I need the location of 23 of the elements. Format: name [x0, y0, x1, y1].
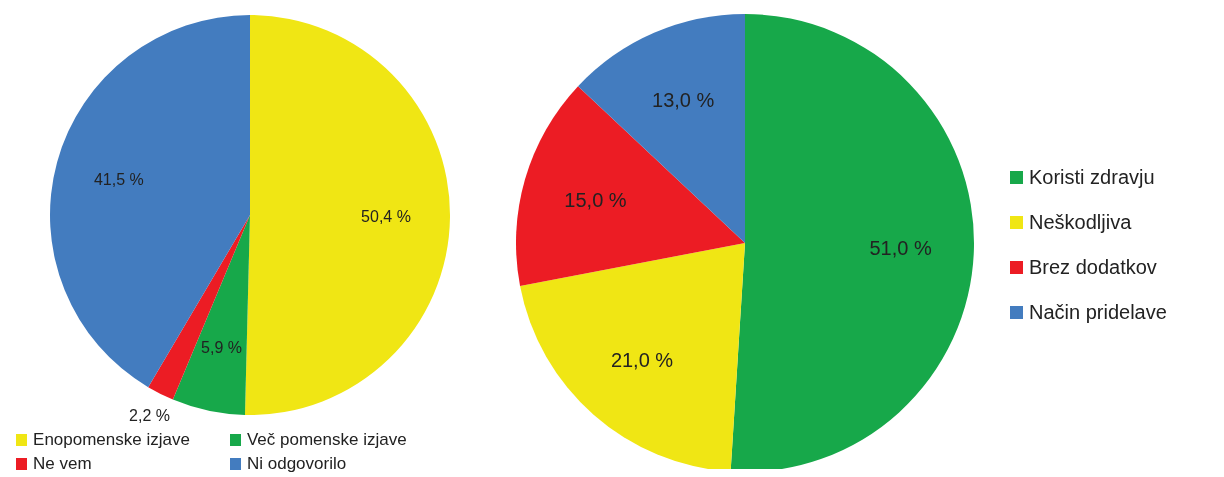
legend-label: Brez dodatkov: [1029, 256, 1157, 279]
pie-slice: [50, 15, 250, 388]
data-label: 21,0 %: [610, 348, 674, 371]
data-label: 13,0 %: [652, 89, 715, 112]
data-label: 50,4 %: [361, 208, 411, 226]
pie-slice: [730, 14, 974, 469]
legend-label: Enopomenske izjave: [33, 430, 190, 450]
data-label: 15,0 %: [564, 188, 627, 211]
legend-label: Ni odgovorilo: [246, 454, 347, 474]
legend-label: Ne vem: [33, 454, 92, 474]
legend-label: Več pomenske izjave: [246, 430, 407, 450]
legend-label: Neškodljiva: [1029, 211, 1132, 234]
pie-slice: [244, 15, 450, 415]
data-label: 41,5 %: [93, 170, 144, 188]
legend-label: Način pridelave: [1029, 301, 1167, 324]
pie-slice: [172, 215, 250, 415]
pie-slice: [520, 243, 745, 469]
data-label: 51,0 %: [869, 236, 932, 259]
legend-label: Koristi zdravju: [1029, 166, 1155, 189]
pie-slice: [516, 86, 745, 286]
data-label: 5,9 %: [201, 339, 243, 357]
data-label: 2,2 %: [129, 406, 171, 424]
pie-slice: [148, 215, 250, 400]
